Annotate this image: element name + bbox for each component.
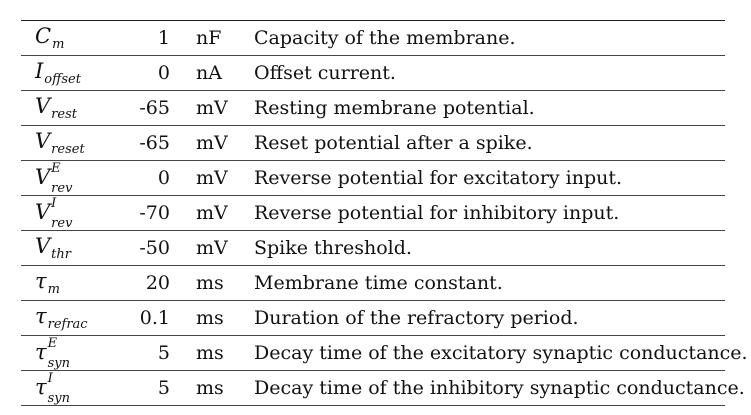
parameter-row: τm 20 ms Membrane time constant.: [21, 265, 725, 301]
parameter-description: Duration of the refractory period.: [254, 300, 725, 336]
parameter-symbol-cell: Vrest: [21, 90, 125, 126]
symbol-base: V: [35, 199, 51, 224]
parameter-description: Reverse potential for inhibitory input.: [254, 195, 725, 231]
parameter-symbol-cell: τm: [21, 265, 125, 301]
symbol-subscript: rev: [51, 216, 73, 231]
parameter-value: 5: [125, 335, 188, 371]
symbol-superscript: E: [51, 161, 61, 176]
parameter-unit: mV: [188, 230, 254, 266]
symbol-superscript: I: [47, 371, 53, 386]
symbol-subscript: m: [47, 281, 60, 297]
parameter-row: Cm 1 nF Capacity of the membrane.: [21, 20, 725, 56]
symbol-base: τ: [35, 268, 47, 293]
parameter-value: 0: [125, 55, 188, 91]
parameter-value: -65: [125, 125, 188, 161]
parameter-symbol: Ioffset: [35, 58, 81, 87]
symbol-base: V: [35, 233, 51, 258]
parameter-table: Cm 1 nF Capacity of the membrane. Ioffset 0 nA…: [21, 20, 748, 406]
parameter-symbol-cell: τrefrac: [21, 300, 125, 336]
symbol-base: I: [35, 58, 44, 83]
symbol-subscript: m: [52, 36, 65, 52]
parameter-description: Reset potential after a spike.: [254, 125, 725, 161]
parameter-unit: mV: [188, 125, 254, 161]
symbol-base: V: [35, 93, 51, 118]
parameter-unit: ms: [188, 370, 254, 406]
symbol-base: C: [35, 23, 52, 48]
parameter-row: τrefrac 0.1 ms Duration of the refractory p…: [21, 300, 725, 336]
parameter-value: 5: [125, 370, 188, 406]
parameter-symbol: Cm: [35, 23, 65, 52]
parameter-unit: nF: [188, 20, 254, 56]
parameter-unit: mV: [188, 195, 254, 231]
parameter-symbol: τrefrac: [35, 303, 88, 332]
parameter-value: 0.1: [125, 300, 188, 336]
parameter-symbol: Vthr: [35, 233, 71, 262]
symbol-base: τ: [35, 374, 47, 399]
parameter-symbol: Vrest: [35, 93, 77, 122]
parameter-value: -70: [125, 195, 188, 231]
symbol-subscript: rest: [51, 106, 77, 122]
parameter-symbol-cell: Vthr: [21, 230, 125, 266]
parameter-description: Membrane time constant.: [254, 265, 725, 301]
parameter-unit: mV: [188, 160, 254, 196]
parameter-row: Vthr -50 mV Spike threshold.: [21, 230, 725, 266]
symbol-superscript: I: [51, 196, 57, 211]
parameter-unit: mV: [188, 90, 254, 126]
parameter-description: Reverse potential for excitatory input.: [254, 160, 725, 196]
parameter-value: -65: [125, 90, 188, 126]
symbol-subscript: reset: [51, 141, 85, 157]
symbol-subscript: syn: [47, 391, 71, 406]
parameter-value: 20: [125, 265, 188, 301]
parameter-table-body: Cm 1 nF Capacity of the membrane. Ioffset 0 nA…: [21, 20, 748, 406]
parameter-symbol-cell: Cm: [21, 20, 125, 56]
parameter-description: Capacity of the membrane.: [254, 20, 725, 56]
parameter-symbol-cell: Ioffset: [21, 55, 125, 91]
parameter-description: Decay time of the excitatory synaptic co…: [254, 335, 748, 371]
parameter-symbol: Vreset: [35, 128, 85, 157]
symbol-base: V: [35, 128, 51, 153]
parameter-symbol: τm: [35, 268, 60, 297]
parameter-unit: ms: [188, 335, 254, 371]
symbol-subscript: offset: [44, 71, 81, 87]
parameter-row: Vreset -65 mV Reset potential after a spike…: [21, 125, 725, 161]
parameter-value: 1: [125, 20, 188, 56]
parameter-row: Ioffset 0 nA Offset current.: [21, 55, 725, 91]
symbol-base: τ: [35, 303, 47, 328]
parameter-unit: ms: [188, 265, 254, 301]
parameter-description: Offset current.: [254, 55, 725, 91]
parameter-value: 0: [125, 160, 188, 196]
parameter-row: Vrest -65 mV Resting membrane potential.: [21, 90, 725, 126]
parameter-description: Resting membrane potential.: [254, 90, 725, 126]
symbol-subscript: rev: [51, 181, 73, 196]
parameter-description: Decay time of the inhibitory synaptic co…: [254, 370, 745, 406]
parameter-description: Spike threshold.: [254, 230, 725, 266]
symbol-subscript: syn: [47, 356, 71, 371]
parameter-symbol-cell: Vreset: [21, 125, 125, 161]
parameter-value: -50: [125, 230, 188, 266]
parameter-unit: nA: [188, 55, 254, 91]
symbol-subscript: refrac: [47, 316, 88, 332]
symbol-base: τ: [35, 339, 47, 364]
symbol-subscript: thr: [51, 246, 71, 262]
symbol-superscript: E: [47, 336, 58, 351]
symbol-base: V: [35, 164, 51, 189]
parameter-unit: ms: [188, 300, 254, 336]
